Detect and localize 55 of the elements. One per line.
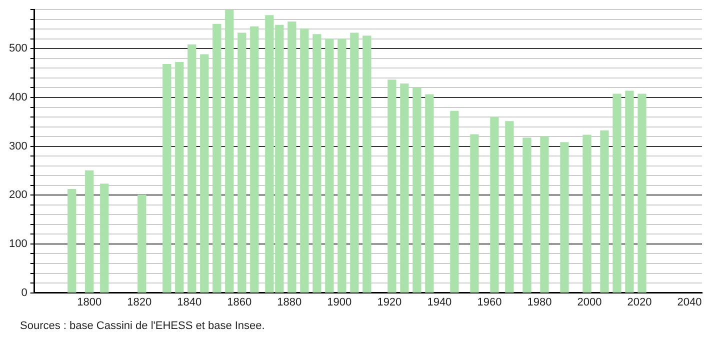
bar <box>238 32 246 293</box>
bar <box>350 32 359 293</box>
bar <box>490 116 499 293</box>
x-tick-label: 1960 <box>477 296 502 308</box>
x-tick-label: 1880 <box>277 296 302 308</box>
bar <box>638 94 646 293</box>
y-tick-label: 500 <box>8 42 28 55</box>
bar <box>388 80 396 293</box>
x-tick-label: 2040 <box>677 296 702 308</box>
bar <box>625 90 634 293</box>
bar <box>362 36 372 293</box>
x-tick-label: 1940 <box>427 296 452 308</box>
x-tick-label: 1840 <box>177 296 202 308</box>
bar <box>400 83 409 293</box>
y-tick-label: 400 <box>8 92 28 104</box>
bar <box>225 10 234 293</box>
bar <box>450 110 459 293</box>
x-tick-label: 1900 <box>327 296 352 308</box>
y-tick-label: 100 <box>8 238 28 250</box>
bar <box>600 130 609 293</box>
bar <box>338 39 346 293</box>
bar <box>325 39 334 293</box>
x-tick-label: 1920 <box>377 296 402 308</box>
bar <box>470 134 479 293</box>
bar <box>540 136 549 293</box>
bar <box>612 94 622 293</box>
x-tick-label: 2020 <box>627 296 652 308</box>
bar <box>200 54 209 293</box>
y-tick-label: 300 <box>8 140 28 152</box>
x-tick-label: 1800 <box>77 296 102 308</box>
bar <box>85 170 94 293</box>
bar <box>425 94 434 293</box>
bar <box>560 142 569 293</box>
bar <box>412 87 422 293</box>
bar <box>212 24 222 293</box>
x-tick-label: 1980 <box>527 296 552 308</box>
bar <box>522 138 532 293</box>
y-tick-label: 200 <box>8 189 28 202</box>
x-tick-label: 1820 <box>127 296 152 308</box>
bar <box>505 121 514 293</box>
bar <box>138 194 146 293</box>
bar <box>175 62 184 293</box>
bar <box>188 44 196 293</box>
bar <box>68 188 76 293</box>
bar <box>288 21 296 293</box>
bar <box>162 64 172 293</box>
y-tick-label: 0 <box>21 286 28 299</box>
bar <box>312 34 322 293</box>
bar <box>582 134 592 293</box>
bar <box>300 28 309 293</box>
x-tick-label: 1860 <box>227 296 252 308</box>
bar <box>250 26 259 293</box>
bar <box>100 184 109 293</box>
x-tick-label: 2000 <box>577 296 602 308</box>
source-note: Sources : base Cassini de l'EHESS et base Insee. <box>20 320 265 332</box>
